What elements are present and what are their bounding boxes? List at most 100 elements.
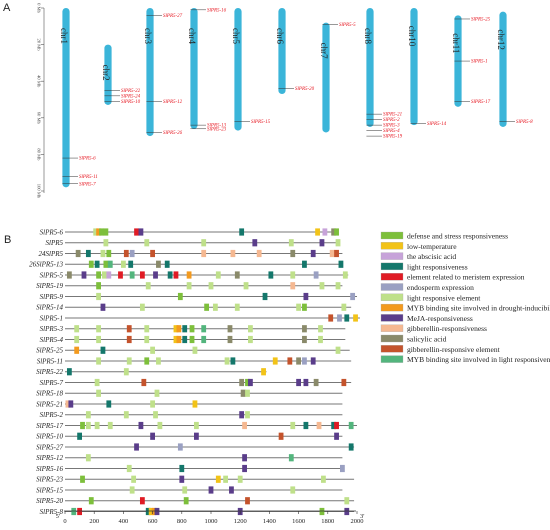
cis-element [102,271,107,279]
cis-element [96,228,101,236]
gene-row-label: SlPR5-9 [40,293,64,301]
cis-element [129,486,135,494]
cis-element [129,271,135,279]
gene-row: SlPR5-11 [37,357,352,365]
gene-row-label: SlPR5-15 [36,486,63,494]
cis-element [338,260,344,268]
legend-label: endosperm expression [407,283,474,292]
legend-swatch [380,324,404,332]
gene-label: SlPR5-5 [339,23,356,28]
cis-element [290,271,296,279]
cis-element [85,421,91,430]
cis-element [123,368,129,376]
axis-tick-label: 200 [89,518,99,525]
cis-element [223,475,228,483]
gene-row: SlPR5-27 [36,443,355,451]
legend-swatch [380,262,404,271]
legend-swatch [380,334,404,343]
legend-label: light responsiveness [407,262,468,271]
cis-element [189,325,195,333]
cis-element [118,271,123,279]
cis-element [344,507,350,516]
cis-element [186,282,192,290]
cis-element [157,421,163,430]
gene-row: SlPR5-7 [40,378,352,387]
gene-label: SlPR5-2 [383,118,400,123]
legend-label: the abscisic acid [407,252,456,261]
gene-label: SlPR5-20 [295,87,315,92]
gene-label: SlPR5-10 [121,100,141,105]
cis-element [144,357,150,365]
cis-element [192,346,198,354]
cis-element [74,325,80,333]
cis-element [173,271,179,279]
axis-tick-label: 1800 [321,518,334,525]
cis-element [74,335,80,344]
gene-label: SlPR5-15 [251,120,271,125]
axis-tick-label: 1000 [205,518,218,525]
chromosome-chr6: chr6 SlPR5-20 [275,8,315,95]
legend-item: MYB binding site involved in light respo… [380,355,550,364]
cis-element [340,464,345,473]
cis-element [302,325,307,333]
cis-element [103,228,109,236]
gene-row-label: SlPR5-1 [40,314,63,322]
cis-element [315,228,320,236]
chromosome-label: chr2 [101,65,111,81]
cis-element [150,346,155,354]
length-axis-ticks: 0 200 400 600 800 1000 1200 1400 1600 1800 2000 [63,511,364,525]
cis-element [99,228,104,236]
legend-label: gibberellin-responsive element [407,345,501,354]
chromosome-map: 0 Mb 20 Mb 40 Mb 60 Mb 80 Mb 100 Mb chr1 SlPR5… [37,3,534,199]
gene-row: SlPR5-12 [36,454,343,462]
gene-row: SlPR5-15 [36,486,343,494]
gene-row-label: SlPR5-11 [37,357,63,365]
gene-row-label: SlPR5-12 [36,454,63,462]
cis-element [290,282,296,290]
cis-element [262,292,268,301]
cis-element [96,357,101,365]
cis-element [337,314,342,322]
cis-element [256,249,262,258]
cis-element [329,249,335,258]
gene-label: SlPR5-8 [516,120,533,125]
cis-element [154,389,160,397]
cis-element [80,475,85,483]
legend-item: gibberellin-responsive element [380,345,501,354]
cis-element [183,497,189,505]
cis-element [224,357,230,365]
gene-row-label: SlPR5-19 [36,282,63,290]
cis-element [186,271,192,279]
gene-label: SlPR5-24 [121,94,141,99]
gene-row: SlPR5-19 [36,282,343,290]
cis-element [201,325,207,333]
cis-element [176,335,182,344]
legend-item: light responsiveness [380,262,468,271]
cis-element [245,378,250,387]
cis-element [96,292,101,301]
cis-element [319,507,325,516]
cis-element [334,421,339,430]
cis-element [176,325,182,333]
cis-element [290,421,296,430]
gene-row-label: SlPR5-5 [40,271,64,279]
cis-element [138,421,144,430]
cis-element [153,271,158,279]
cis-element [85,411,91,419]
cis-element [153,411,158,419]
gene-rows: SlPR5-6 SlPR5 24SlPR5 26SlPR5-13 SlPR5-5 SlPR… [29,228,360,516]
gene-row: SlPR5-4 [40,336,346,344]
cis-element [318,325,323,333]
gene-row-label: SlPR5-18 [36,390,63,398]
cis-element [248,335,253,344]
legend-label: MeJA-responsiveness [407,314,473,323]
cis-element [96,271,101,279]
gene-row: SlPR5-17 [36,422,357,430]
gene-row-label: SlPR5-6 [40,228,64,236]
gene-row-label: SlPR5-22 [36,368,63,376]
gene-row: SlPR5-18 [36,389,343,398]
axis-tick-label: 100 Mb [37,184,42,199]
cis-element [85,249,91,258]
gene-row: SlPR5-16 [36,465,345,473]
